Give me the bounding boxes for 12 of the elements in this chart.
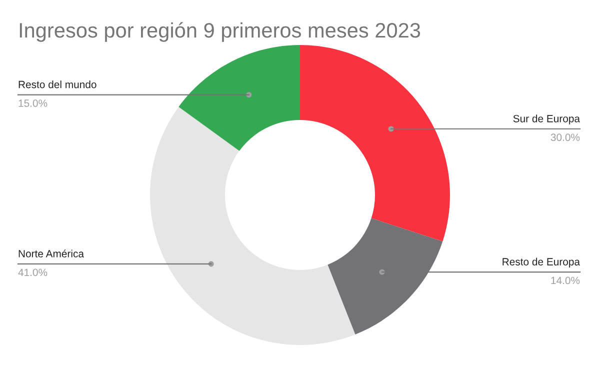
donut-slice (300, 45, 450, 242)
chart-title: Ingresos por región 9 primeros meses 2023 (20, 22, 420, 42)
slice-label: Resto de Europa (502, 258, 580, 268)
data-label: 14.0% (551, 276, 580, 284)
donut-slice (178, 45, 300, 151)
donut-slice (150, 106, 356, 345)
slice-label: Norte América (18, 250, 84, 258)
data-label: 41.0% (18, 268, 48, 276)
data-label: 30.0% (550, 134, 580, 142)
data-label: 15.0% (18, 100, 48, 107)
slice-label: Sur de Europa (513, 114, 580, 124)
slice-label: Resto del mundo (18, 80, 96, 88)
